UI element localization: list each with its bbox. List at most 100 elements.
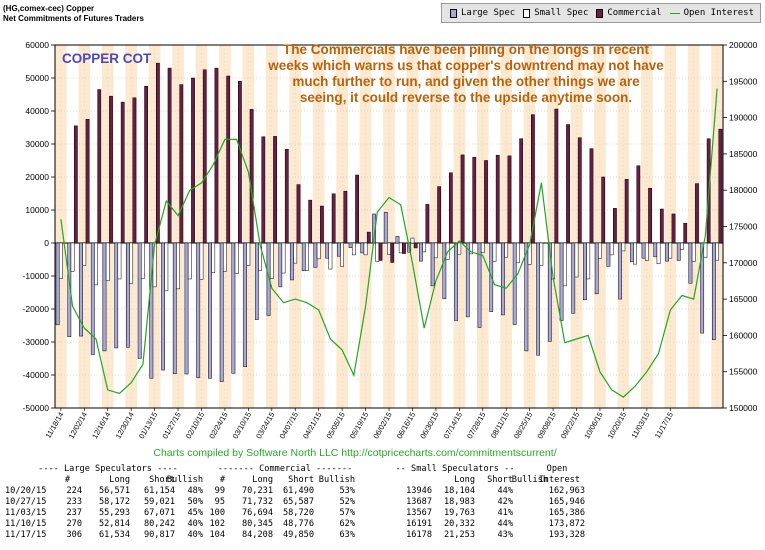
- small-spec-bar: [433, 242, 438, 259]
- x-tick-label: 06/16/15: [395, 411, 417, 441]
- left-tick-label: -50000: [23, 403, 50, 413]
- annotation-line: much further to run, and given the other…: [292, 74, 640, 89]
- small-spec-bar: [586, 242, 591, 280]
- large-spec-bar: [301, 242, 306, 271]
- commercial-bar: [366, 231, 371, 244]
- commercial-bar: [320, 205, 324, 244]
- table-subheader: Long: [252, 475, 273, 485]
- left-tick-label: -30000: [23, 337, 50, 347]
- table-subheader: Interest: [538, 475, 580, 485]
- right-tick-label: 170000: [729, 258, 758, 268]
- x-tick-label: 03/24/15: [254, 411, 276, 441]
- right-tick-label: 185000: [729, 149, 758, 159]
- large-spec-bar: [606, 242, 611, 267]
- background-band: [55, 45, 67, 408]
- large-spec-bar: [360, 242, 365, 254]
- large-spec-bar: [594, 242, 599, 295]
- commercial-bar: [120, 101, 125, 244]
- commercial-bar: [390, 242, 395, 263]
- cot-title: COPPER COT: [62, 51, 152, 66]
- legend-label-commercial: Commercial: [607, 8, 662, 18]
- background-band: [476, 45, 489, 408]
- small-spec-bar: [246, 242, 251, 266]
- small-spec-bar: [398, 242, 403, 254]
- small-spec-bar: [105, 242, 110, 281]
- small-spec-bar: [363, 242, 368, 256]
- table-cell-date: 11/10/15: [5, 519, 47, 529]
- commercial-bar: [97, 89, 102, 244]
- small-spec-bar: [598, 242, 602, 259]
- commercial-bar: [659, 208, 664, 244]
- large-spec-bar: [524, 242, 529, 352]
- table-subheader: Bullish: [511, 475, 548, 485]
- table-cell: 55,293: [98, 508, 130, 518]
- table-cell: 57%: [339, 508, 355, 518]
- small-spec-bar: [562, 242, 567, 287]
- background-band: [289, 45, 302, 408]
- table-cell: 270: [66, 519, 82, 529]
- commercial-bar: [507, 155, 512, 244]
- table-cell-date: 10/27/15: [5, 497, 47, 507]
- commercial-bar: [191, 77, 195, 244]
- background-band: [617, 45, 630, 408]
- large-spec-bar: [79, 242, 83, 337]
- small-spec-bar: [574, 242, 579, 278]
- large-spec-bar: [336, 242, 341, 257]
- background-band: [101, 45, 114, 408]
- commercial-bar: [683, 222, 688, 244]
- left-tick-label: -40000: [23, 370, 50, 380]
- x-tick-label: 09/08/15: [535, 411, 557, 441]
- table-subheader: Short: [288, 475, 314, 485]
- commercial-bar: [718, 128, 723, 244]
- large-spec-bar: [454, 242, 458, 321]
- large-spec-bar: [278, 242, 283, 288]
- commercial-bar: [238, 81, 242, 244]
- commercial-bar: [601, 176, 606, 244]
- annotation-line: seeing, it could reverse to the upside a…: [300, 90, 632, 105]
- table-cell: 61,490: [282, 486, 314, 496]
- small-spec-bar: [176, 242, 180, 290]
- table-subheader: Short: [487, 475, 513, 485]
- x-tick-label: 02/24/15: [207, 411, 229, 441]
- table-cell: 13946: [406, 486, 432, 496]
- commercial-bar: [155, 62, 160, 244]
- small-spec-bar: [492, 242, 497, 262]
- large-spec-bar: [536, 242, 540, 356]
- table-cell: 58,720: [282, 508, 314, 518]
- table-cell: 50%: [187, 497, 203, 507]
- table-cell: 48%: [187, 486, 203, 496]
- table-subheader: #: [219, 475, 225, 485]
- x-tick-label: 06/30/15: [418, 411, 440, 441]
- small-spec-bar: [410, 237, 415, 244]
- left-tick-label: -10000: [23, 271, 50, 281]
- table-cell: 67,071: [143, 508, 175, 518]
- chart-subtitle: Net Commitments of Futures Traders: [3, 14, 144, 23]
- background-band: [125, 45, 138, 408]
- open-interest-line: [60, 88, 718, 398]
- commercial-bar: [566, 124, 570, 244]
- table-cell: 16191: [406, 519, 432, 529]
- commercial-bar: [179, 84, 184, 244]
- commercial-bar: [613, 208, 617, 244]
- background-band: [500, 45, 513, 408]
- commercial-bar: [648, 187, 652, 244]
- small-spec-bar: [199, 242, 204, 280]
- background-band: [664, 45, 677, 408]
- commercial-bar: [519, 138, 524, 244]
- table-cell: 43%: [497, 530, 513, 540]
- x-tick-label: 11/17/15: [653, 411, 675, 440]
- left-tick-label: 60000: [25, 40, 49, 50]
- x-tick-label: 05/05/15: [324, 411, 346, 441]
- table-cell: 40%: [187, 519, 203, 529]
- table-cell: 18,983: [443, 497, 475, 507]
- table-cell: 18,104: [443, 486, 475, 496]
- background-band: [265, 45, 278, 408]
- large-spec-bar: [137, 242, 142, 359]
- annotation-line: weeks which warns us that copper's downt…: [267, 58, 664, 73]
- commercial-bar: [144, 86, 149, 244]
- table-cell: 102: [209, 519, 225, 529]
- table-subheader: #: [64, 475, 70, 485]
- large-spec-bar: [102, 242, 107, 352]
- table-cell: 165,386: [548, 508, 585, 518]
- large-spec-bar: [700, 242, 705, 334]
